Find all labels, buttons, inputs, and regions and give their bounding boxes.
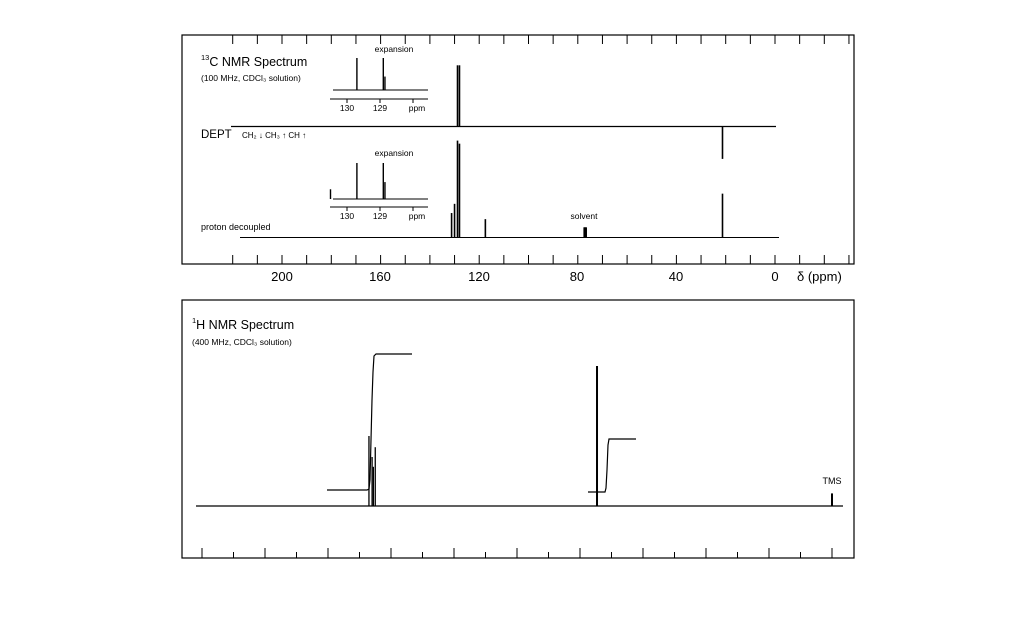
c13-title-superscript: 13 <box>201 53 209 62</box>
expansion-2-tick-label: 129 <box>373 211 387 221</box>
expansion-1-tick-label: 129 <box>373 103 387 113</box>
c13-x-axis-label: δ (ppm) <box>797 269 842 284</box>
dept-label: DEPT <box>201 129 232 141</box>
c13-frame <box>181 34 855 265</box>
integral-trace-aromatic <box>327 353 412 491</box>
h1-bottom-ticks <box>201 548 833 558</box>
h1-subtitle: (400 MHz, CDCl₃ solution) <box>192 337 292 347</box>
c13-top-ticks <box>232 35 850 44</box>
tms-annotation: TMS <box>823 476 842 486</box>
c13-subtitle: (100 MHz, CDCl₃ solution) <box>201 73 301 83</box>
c13-bottom-ticks <box>232 255 850 264</box>
c13-x-tick-label: 0 <box>771 269 778 284</box>
expansion-inset-2: expansion 130 129 ppm <box>329 148 428 221</box>
dept-peaks <box>456 65 724 159</box>
expansion-1-label: expansion <box>375 44 414 54</box>
c13-x-tick-label: 80 <box>570 269 584 284</box>
expansion-1-peaks <box>356 58 386 90</box>
h1-frame <box>181 299 855 559</box>
c13-panel: 13C NMR Spectrum (100 MHz, CDCl₃ solutio… <box>181 34 855 265</box>
solvent-annotation: solvent <box>571 211 599 221</box>
expansion-inset-1: expansion 130 129 ppm <box>330 44 428 113</box>
dept-legend: CH₂ ↓ CH₃ ↑ CH ↑ <box>242 131 306 140</box>
h1-peaks <box>368 366 833 506</box>
h1-panel: 1H NMR Spectrum (400 MHz, CDCl₃ solution… <box>181 299 855 559</box>
c13-x-tick-label: 160 <box>369 269 391 284</box>
h1-title: 1H NMR Spectrum <box>192 316 294 332</box>
expansion-1-tick-label: ppm <box>409 103 426 113</box>
h1-title-superscript: 1 <box>192 316 196 325</box>
c13-x-tick-label: 40 <box>669 269 683 284</box>
integral-trace-methylene <box>588 438 636 493</box>
expansion-2-tick-label: ppm <box>409 211 426 221</box>
expansion-2-peaks <box>329 163 386 199</box>
c13-title: 13C NMR Spectrum <box>201 53 307 69</box>
c13-title-text: C NMR Spectrum <box>209 55 307 69</box>
decoupled-label: proton decoupled <box>201 222 271 232</box>
c13-x-tick-label: 120 <box>468 269 490 284</box>
c13-x-axis: 200 160 120 80 40 0 δ (ppm) <box>271 269 842 284</box>
h1-title-text: H NMR Spectrum <box>196 318 294 332</box>
c13-x-tick-label: 200 <box>271 269 293 284</box>
expansion-1-tick-label: 130 <box>340 103 354 113</box>
decoupled-peaks <box>450 140 724 238</box>
expansion-2-label: expansion <box>375 148 414 158</box>
expansion-2-tick-label: 130 <box>340 211 354 221</box>
